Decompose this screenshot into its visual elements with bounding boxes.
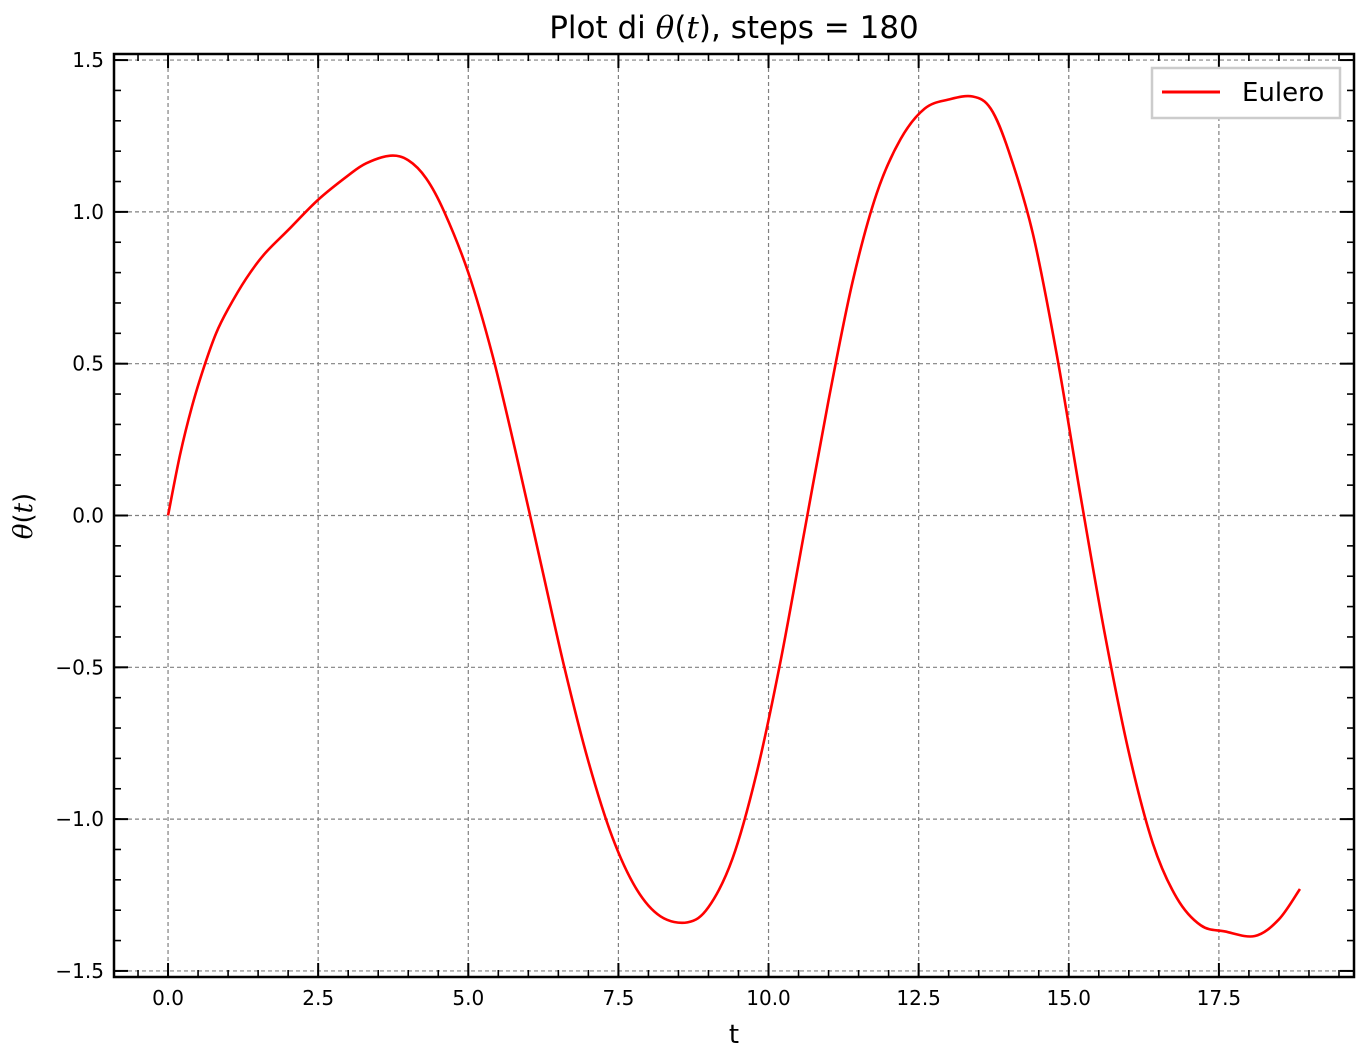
x-tick-label: 15.0 <box>1047 986 1092 1010</box>
y-tick-label: 0.0 <box>72 504 104 528</box>
plot-frame <box>112 52 1356 979</box>
y-tick-label: −1.5 <box>55 959 104 983</box>
x-tick-label: 2.5 <box>302 986 334 1010</box>
series-line-eulero <box>166 94 1302 938</box>
legend-label-eulero: Eulero <box>1242 78 1324 108</box>
y-tick-label: −1.0 <box>55 807 104 831</box>
x-tick-label: 5.0 <box>452 986 484 1010</box>
grid <box>114 54 1354 977</box>
tick-labels: 0.0 2.5 5.0 7.5 10.0 12.5 15.0 17.5 −1.5 −1.0 −0.5… <box>55 48 1241 1010</box>
y-tick-label: −0.5 <box>55 655 104 679</box>
y-tick-label: 1.0 <box>72 200 104 224</box>
y-axis-label: θ(t) <box>9 493 39 539</box>
legend: Eulero <box>1150 66 1342 120</box>
series-layer <box>166 94 1302 938</box>
x-tick-label: 17.5 <box>1197 986 1242 1010</box>
y-tick-label: 1.5 <box>72 48 104 72</box>
x-tick-label: 0.0 <box>152 986 184 1010</box>
y-tick-label: 0.5 <box>72 352 104 376</box>
x-axis-label: t <box>729 1020 739 1050</box>
x-tick-label: 7.5 <box>603 986 635 1010</box>
x-tick-label: 10.0 <box>746 986 791 1010</box>
x-tick-label: 12.5 <box>896 986 941 1010</box>
chart-title: Plot di θ(t), steps = 180 <box>549 10 919 46</box>
